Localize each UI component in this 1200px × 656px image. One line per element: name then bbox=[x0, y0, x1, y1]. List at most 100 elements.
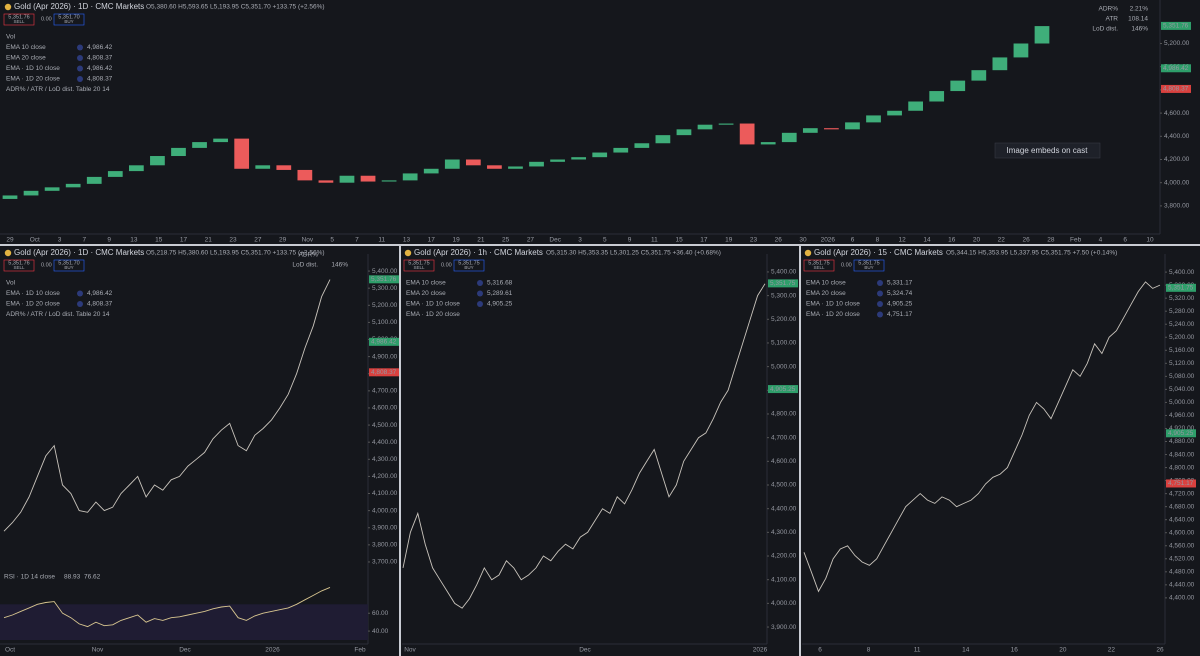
x-tick-label: 10 bbox=[1146, 237, 1154, 244]
x-tick-label: 4 bbox=[1099, 237, 1103, 244]
legend-label: Vol bbox=[6, 280, 16, 287]
price-tag-label: 4,905.25 bbox=[770, 386, 796, 393]
x-tick-label: Feb bbox=[354, 647, 366, 654]
legend-label: EMA 20 close bbox=[406, 290, 446, 297]
price-tag-label: 4,986.42 bbox=[1163, 65, 1189, 72]
candle bbox=[824, 128, 839, 130]
y-tick-label: 4,680.00 bbox=[1169, 503, 1195, 510]
rsi-tick-label: 40.00 bbox=[372, 628, 389, 635]
sell-button[interactable] bbox=[3, 13, 35, 26]
legend-value: 5,316.68 bbox=[487, 280, 513, 287]
legend-value: 5,289.61 bbox=[487, 290, 513, 297]
legend-label: EMA · 1D 10 close bbox=[406, 301, 460, 308]
price-tag bbox=[369, 275, 399, 284]
y-tick-label: 5,320.00 bbox=[1169, 295, 1195, 302]
y-tick-label: 5,200.00 bbox=[771, 316, 797, 323]
y-tick-label: 4,900.00 bbox=[372, 353, 398, 360]
y-tick-label: 5,300.00 bbox=[771, 292, 797, 299]
table-label: ATR bbox=[1105, 16, 1118, 23]
sell-label: SELL bbox=[13, 19, 25, 24]
price-tag bbox=[369, 337, 399, 346]
candle bbox=[866, 115, 881, 123]
y-tick-label: 5,100.00 bbox=[771, 340, 797, 347]
y-tick-label: 4,200.00 bbox=[372, 473, 398, 480]
x-tick-label: 15 bbox=[676, 237, 684, 244]
candle bbox=[908, 101, 924, 111]
price-tag-label: 4,905.25 bbox=[1168, 430, 1194, 437]
legend-label: EMA · 1D 10 close bbox=[806, 301, 860, 308]
candle bbox=[255, 165, 271, 169]
legend-label: EMA · 1D 20 close bbox=[6, 301, 60, 308]
legend-label: EMA · 1D 10 close bbox=[6, 65, 60, 72]
y-tick-label: 4,100.00 bbox=[771, 576, 797, 583]
x-tick-label: 11 bbox=[378, 237, 385, 244]
candle bbox=[929, 91, 945, 102]
legend-label: Vol bbox=[6, 34, 16, 41]
x-tick-label: 21 bbox=[477, 237, 485, 244]
y-tick-label: 4,000.00 bbox=[1164, 179, 1190, 186]
candle bbox=[760, 142, 776, 145]
legend-label: EMA 10 close bbox=[6, 44, 46, 51]
legend-value: 4,808.37 bbox=[87, 301, 113, 308]
sell-button[interactable] bbox=[3, 259, 35, 272]
price-tag bbox=[1161, 84, 1191, 93]
buy-button[interactable] bbox=[453, 259, 485, 272]
legend-value: 4,808.37 bbox=[87, 55, 113, 62]
x-tick-label: Dec bbox=[579, 647, 591, 654]
legend-label: ADR% / ATR / LoD dist. Table 20 14 bbox=[6, 311, 110, 318]
legend-label: ADR% / ATR / LoD dist. Table 20 14 bbox=[6, 86, 110, 93]
y-tick-label: 5,400.00 bbox=[372, 268, 398, 275]
x-tick-label: 9 bbox=[628, 237, 632, 244]
y-tick-label: 4,600.00 bbox=[1164, 110, 1190, 117]
candle bbox=[339, 175, 355, 183]
candle bbox=[718, 123, 734, 125]
legend-icon bbox=[877, 280, 883, 286]
table-value: 108.14 bbox=[1128, 16, 1148, 23]
spread: 0.00 bbox=[41, 16, 52, 22]
sell-label: SELL bbox=[813, 265, 825, 270]
candle bbox=[2, 195, 18, 199]
x-tick-label: 2026 bbox=[753, 647, 768, 654]
y-tick-label: 4,300.00 bbox=[771, 529, 797, 536]
legend-label: EMA · 1D 20 close bbox=[6, 76, 60, 83]
legend-value: 4,986.42 bbox=[87, 44, 113, 51]
price-line bbox=[803, 281, 1161, 593]
rsi-band bbox=[0, 604, 368, 640]
annotation: Image embeds on cast bbox=[1007, 146, 1089, 155]
legend-icon bbox=[77, 290, 83, 297]
annotation-box bbox=[994, 142, 1101, 159]
y-tick-label: 4,000.00 bbox=[771, 600, 797, 607]
x-tick-label: 15 bbox=[155, 237, 163, 244]
candle bbox=[634, 143, 650, 148]
candle bbox=[234, 138, 250, 169]
candle bbox=[65, 183, 81, 188]
buy-button[interactable] bbox=[53, 259, 85, 272]
legend-icon bbox=[877, 301, 883, 307]
x-tick-label: 3 bbox=[578, 237, 582, 244]
y-tick-label: 4,400.00 bbox=[1164, 133, 1190, 140]
price-tag bbox=[768, 279, 798, 288]
x-tick-label: 2026 bbox=[265, 647, 280, 654]
y-tick-label: 4,300.00 bbox=[372, 456, 398, 463]
sell-button[interactable] bbox=[803, 259, 835, 272]
sell-button[interactable] bbox=[403, 259, 435, 272]
candle bbox=[86, 176, 102, 184]
y-tick-label: 4,600.00 bbox=[372, 405, 398, 412]
buy-price: 5,351.70 bbox=[58, 260, 79, 266]
y-tick-label: 4,600.00 bbox=[1169, 529, 1195, 536]
buy-button[interactable] bbox=[53, 13, 85, 26]
candle bbox=[213, 138, 228, 143]
candle bbox=[297, 169, 313, 181]
buy-price: 5,351.75 bbox=[858, 260, 879, 266]
x-tick-label: Oct bbox=[5, 647, 15, 654]
legend-value: 5,324.74 bbox=[887, 290, 913, 297]
table-value: 2.21% bbox=[1130, 6, 1149, 13]
candle bbox=[845, 122, 860, 130]
candle bbox=[192, 142, 207, 148]
candle bbox=[402, 173, 418, 181]
x-tick-label: 6 bbox=[1123, 237, 1127, 244]
buy-button[interactable] bbox=[853, 259, 885, 272]
y-tick-label: 4,920.00 bbox=[1169, 425, 1195, 432]
ohlc: O5,344.15 H5,353.95 L5,337.95 C5,351.75 … bbox=[946, 250, 1117, 257]
x-tick-label: 17 bbox=[700, 237, 708, 244]
